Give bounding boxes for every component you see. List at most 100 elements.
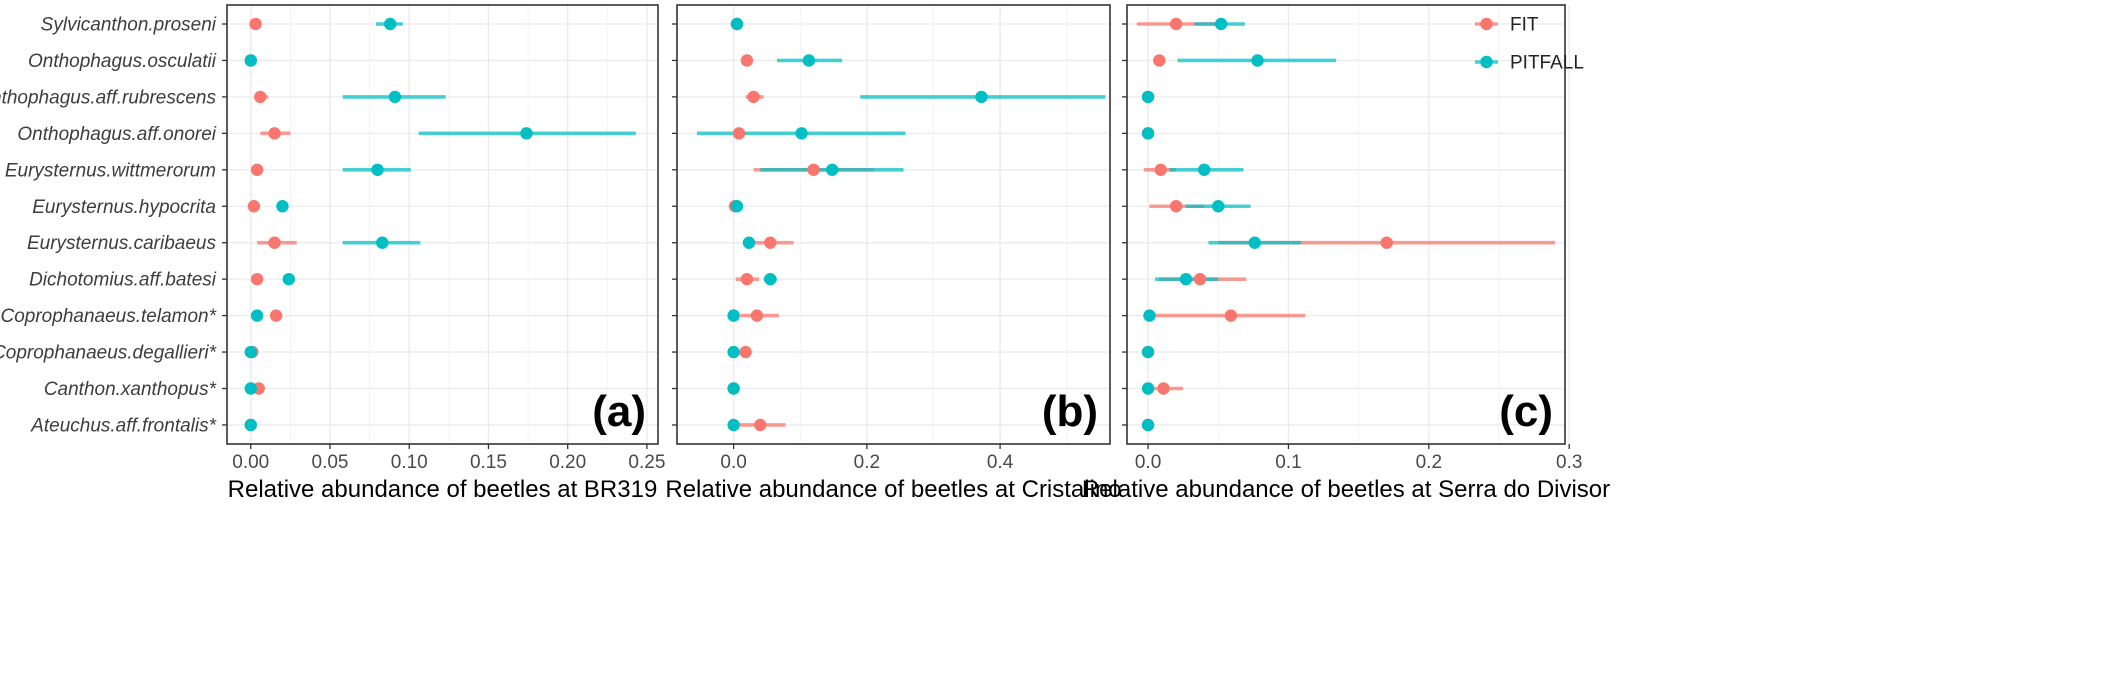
point-fit <box>1193 272 1207 286</box>
point-fit <box>250 272 264 286</box>
x-tick-label: 0.2 <box>1416 452 1442 473</box>
point-fit <box>1153 54 1166 67</box>
point-pitfall <box>727 418 740 432</box>
point-pitfall <box>1141 90 1155 104</box>
point-fit <box>254 90 267 104</box>
point-pitfall <box>1251 54 1264 67</box>
point-fit <box>1169 17 1183 31</box>
point-pitfall <box>250 309 264 322</box>
panel-background <box>1127 5 1565 444</box>
x-tick-label: 0.05 <box>312 452 349 473</box>
panel-frame <box>226 4 659 445</box>
point-pitfall <box>1179 272 1193 286</box>
x-tick-label: 0.1 <box>1275 452 1301 473</box>
x-tick-label: 0.25 <box>628 452 665 473</box>
point-fit <box>268 127 281 140</box>
point-pitfall <box>244 418 257 432</box>
panel-tag: (a) <box>592 387 646 436</box>
panel-background <box>677 5 1110 444</box>
species-label: Onthophagus.aff.rubrescens <box>0 87 216 108</box>
panel-frame <box>676 4 1111 445</box>
species-label: Coprophanaeus.telamon* <box>1 306 217 327</box>
point-fit <box>250 163 264 176</box>
species-label: Eurysternus.wittmerorum <box>5 160 216 181</box>
point-pitfall <box>764 272 777 286</box>
point-fit <box>740 54 754 67</box>
x-axis-label: Relative abundance of beetles at BR319 <box>228 476 658 503</box>
panel-tag: (c) <box>1499 387 1553 436</box>
point-pitfall <box>1198 163 1211 176</box>
point-pitfall <box>282 272 295 286</box>
point-pitfall <box>244 382 257 395</box>
point-pitfall <box>795 127 808 140</box>
species-label: Sylvicanthon.proseni <box>41 15 217 36</box>
x-tick-label: 0.15 <box>470 452 507 473</box>
legend-key-point-fit <box>1480 17 1493 31</box>
point-pitfall <box>727 309 740 322</box>
point-fit <box>268 236 281 249</box>
x-tick-label: 0.20 <box>549 452 586 473</box>
legend-key-point-pitfall <box>1480 55 1493 69</box>
legend-label-pitfall: PITFALL <box>1510 53 1584 74</box>
point-fit <box>1157 382 1170 395</box>
point-pitfall <box>802 54 816 67</box>
point-pitfall <box>727 345 740 359</box>
point-fit <box>732 127 746 140</box>
point-fit <box>269 309 283 322</box>
point-pitfall <box>1141 418 1155 432</box>
point-pitfall <box>244 345 257 359</box>
species-label: Eurysternus.caribaeus <box>27 233 217 254</box>
legend: FIT PITFALL <box>1475 15 1584 74</box>
point-pitfall <box>826 163 839 176</box>
species-label: Canthon.xanthopus* <box>44 379 217 400</box>
x-tick-label: 0.0 <box>1135 452 1161 473</box>
point-pitfall <box>1214 17 1228 31</box>
species-label: Onthophagus.osculatii <box>28 51 217 72</box>
x-tick-label: 0.0 <box>720 452 746 473</box>
panel-c: 0.0 0.1 0.2 0.3 Relative abundance of beetle… <box>1082 4 1610 503</box>
point-fit <box>807 163 820 176</box>
species-label: Ateuchus.aff.frontalis* <box>30 415 216 436</box>
point-pitfall <box>1212 200 1225 213</box>
panel-background <box>227 5 658 444</box>
point-pitfall <box>1141 127 1155 140</box>
point-pitfall <box>244 54 257 67</box>
point-fit <box>1154 163 1167 176</box>
point-fit <box>764 236 777 249</box>
point-fit <box>740 272 754 286</box>
point-pitfall <box>1248 236 1261 249</box>
point-fit <box>1224 309 1238 322</box>
panel-tag: (b) <box>1042 387 1098 436</box>
point-pitfall <box>384 17 397 31</box>
point-pitfall <box>1141 345 1155 359</box>
point-pitfall <box>727 382 740 395</box>
point-fit <box>247 200 261 213</box>
point-pitfall <box>742 236 756 249</box>
species-label: Eurysternus.hypocrita <box>32 197 216 218</box>
point-fit <box>1380 236 1393 249</box>
point-fit <box>750 309 764 322</box>
point-pitfall <box>975 90 988 104</box>
panel-a: Sylvicanthon.proseni Onthophagus.osculati… <box>0 4 665 503</box>
x-tick-label: 0.2 <box>854 452 880 473</box>
x-axis-label: Relative abundance of beetles at Serra d… <box>1082 476 1610 503</box>
point-pitfall <box>371 163 384 176</box>
x-tick-label: 0.00 <box>232 452 269 473</box>
point-fit <box>754 418 767 432</box>
x-axis-label: Relative abundance of beetles at Cristal… <box>665 476 1121 503</box>
point-fit <box>739 345 752 359</box>
point-pitfall <box>730 200 744 213</box>
point-pitfall <box>1143 309 1156 322</box>
point-pitfall <box>730 17 744 31</box>
panel-b: 0.0 0.2 0.4 Relative abundance of beetles a… <box>665 4 1122 503</box>
point-pitfall <box>388 90 402 104</box>
point-pitfall <box>276 200 289 213</box>
point-pitfall <box>1141 382 1155 395</box>
point-fit <box>1169 200 1183 213</box>
x-tick-label: 0.3 <box>1556 452 1582 473</box>
point-pitfall <box>520 127 533 140</box>
panel-frame <box>1126 4 1566 445</box>
point-fit <box>249 17 262 31</box>
legend-label-fit: FIT <box>1510 15 1539 36</box>
